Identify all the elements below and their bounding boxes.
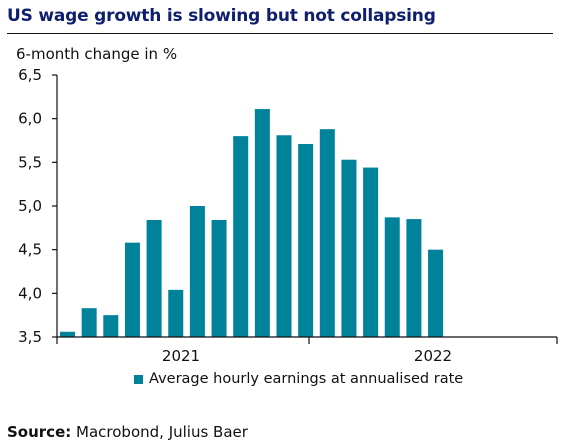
y-tick-label: 6,5 (18, 66, 42, 84)
bar (319, 129, 335, 337)
y-tick-label: 3,5 (18, 328, 42, 346)
bar (384, 217, 400, 337)
source-text: Macrobond, Julius Baer (76, 423, 248, 441)
bar (428, 249, 444, 337)
chart-title: US wage growth is slowing but not collap… (7, 6, 436, 26)
y-axis-label: 6-month change in % (16, 45, 178, 63)
bar (81, 308, 97, 337)
source-note: Source: Macrobond, Julius Baer (7, 423, 248, 441)
x-tick-label: 2022 (414, 347, 452, 365)
legend: Average hourly earnings at annualised ra… (134, 371, 463, 387)
legend-label: Average hourly earnings at annualised ra… (149, 371, 464, 387)
source-label: Source: (7, 423, 72, 441)
bar (233, 136, 249, 337)
y-tick-label: 4,0 (18, 284, 42, 302)
x-tick-label: 2021 (162, 347, 200, 365)
bar (211, 219, 227, 337)
bar (168, 289, 184, 337)
legend-swatch (134, 374, 143, 384)
bars-group (60, 109, 444, 337)
bar (406, 219, 422, 337)
y-tick-label: 6,0 (18, 110, 42, 128)
y-axis: 3,5 4,0 4,5 5,0 5,5 6,0 6,5 (18, 66, 58, 346)
y-tick-label: 5,0 (18, 197, 42, 215)
bar (341, 159, 357, 337)
bar (124, 242, 140, 337)
title-divider (7, 33, 553, 34)
bar (254, 109, 270, 337)
y-tick-label: 4,5 (18, 241, 42, 259)
x-axis: 2021 2022 (56, 336, 558, 365)
bar (363, 167, 379, 337)
bar (276, 135, 292, 337)
bar (189, 206, 205, 337)
bar (146, 219, 162, 337)
bar (103, 315, 119, 337)
bar (60, 331, 75, 337)
y-tick-label: 5,5 (18, 153, 42, 171)
bar (298, 143, 314, 337)
